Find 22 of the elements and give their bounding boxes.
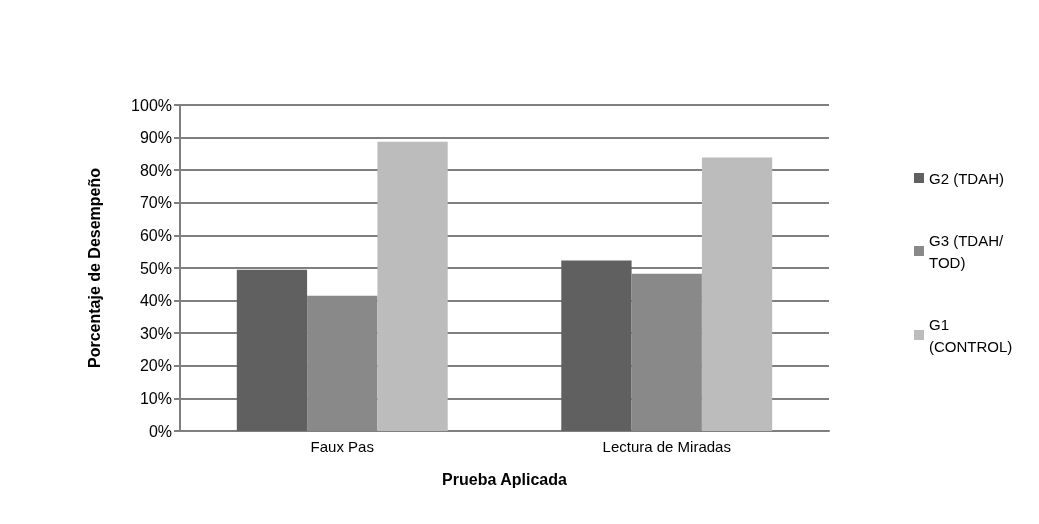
x-axis-title: Prueba Aplicada: [442, 470, 567, 488]
y-tick-label: 30%: [139, 324, 172, 342]
y-axis-title: Porcentaje de Desempeño: [85, 167, 103, 369]
x-tick-label: Lectura de Miradas: [602, 438, 731, 455]
bar: [377, 141, 448, 431]
y-tick-label: 90%: [139, 129, 172, 147]
y-tick-label: 20%: [139, 357, 172, 375]
y-tick-label: 50%: [139, 259, 172, 277]
x-tick-label: Faux Pas: [310, 438, 374, 455]
y-tick-label: 10%: [139, 389, 172, 407]
bar: [561, 260, 632, 431]
legend-label: G2 (TDAH): [929, 169, 1004, 187]
y-tick-label: 80%: [139, 161, 172, 179]
bar: [236, 269, 308, 431]
y-tick-label: 40%: [139, 292, 172, 310]
y-tick-label: 100%: [131, 96, 172, 114]
y-tick-label: 70%: [139, 194, 172, 212]
bar: [701, 157, 773, 431]
legend-label: G1 (CONTROL): [929, 315, 1013, 355]
y-tick-label: 60%: [139, 226, 172, 244]
legend-label: G3 (TDAH/TOD): [929, 231, 1004, 271]
y-tick-label: 0%: [148, 422, 172, 440]
